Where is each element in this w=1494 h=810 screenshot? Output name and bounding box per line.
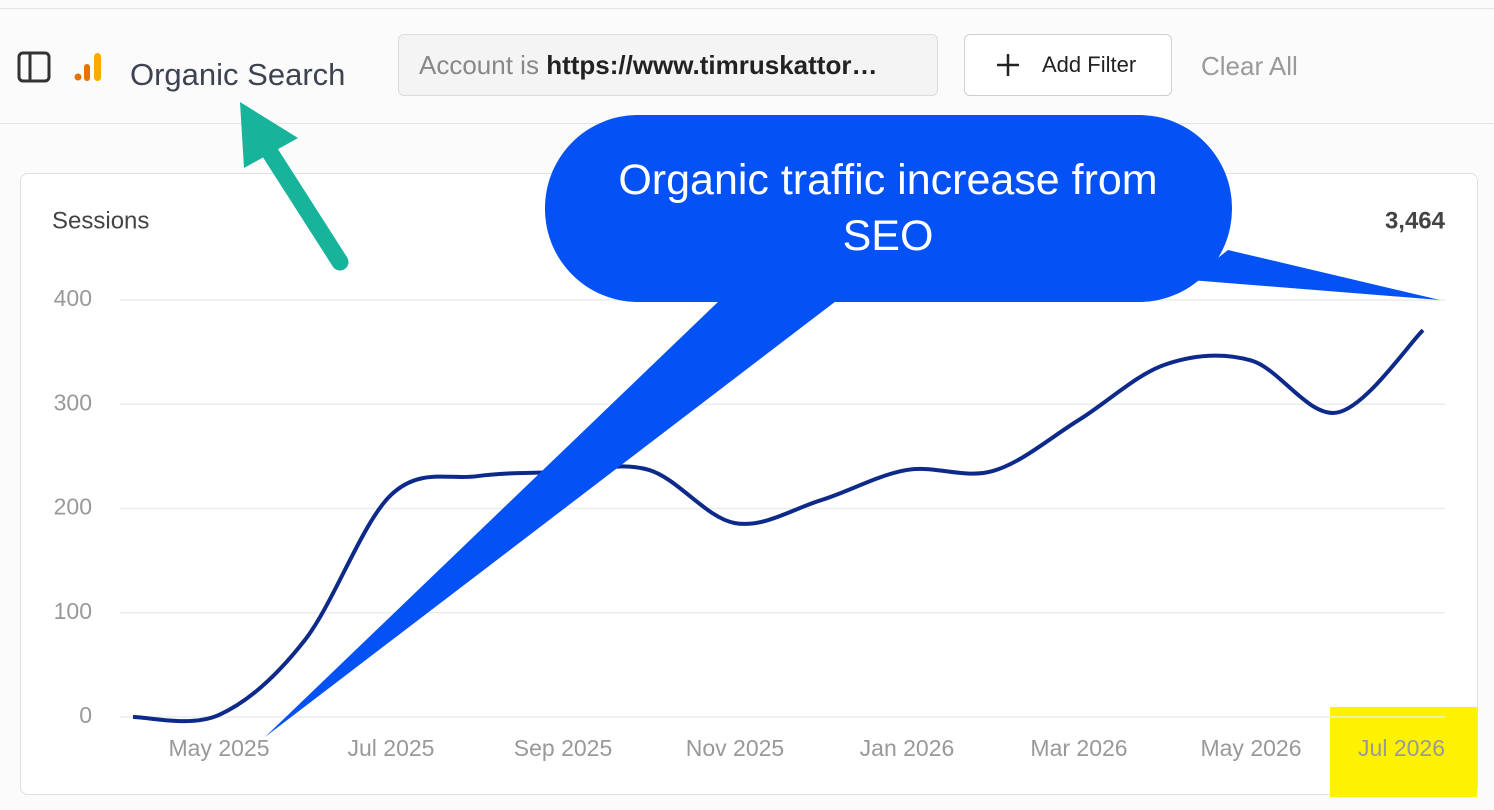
callout [265,115,1440,737]
filter-value: https://www.timruskattor… [546,50,878,80]
y-tick-label: 400 [54,285,92,311]
x-tick-label: Sep 2025 [514,735,612,761]
total-value: 3,464 [1385,207,1446,234]
x-tick-label: Jan 2026 [860,735,955,761]
x-tick-label: May 2026 [1200,735,1301,761]
y-tick-label: 0 [79,702,92,728]
x-tick-label: Nov 2025 [686,735,784,761]
add-filter-button[interactable]: Add Filter [964,34,1172,96]
x-tick-label: Mar 2026 [1030,735,1127,761]
toolbar: Organic Search Account is https://www.ti… [0,9,1494,124]
account-filter[interactable]: Account is https://www.timruskattor… [398,34,938,96]
chart-title: Sessions [52,207,149,234]
x-tick-label: Jul 2025 [348,735,435,761]
y-tick-label: 300 [54,389,92,415]
y-tick-label: 100 [54,598,92,624]
line [132,328,1425,724]
filter-label: Account is [419,50,539,80]
x-tick-label: Jul 2026 [1358,735,1445,761]
analytics-icon [74,53,101,81]
page-title: Organic Search [130,57,346,92]
highlight [1330,707,1477,797]
callout-bubble [545,115,1232,302]
callout-text: Organic traffic increase from SEO [618,156,1158,260]
arrow [240,102,349,271]
sidebar-toggle[interactable] [16,50,56,90]
x-tick-label: May 2025 [168,735,269,761]
add-filter-label: Add Filter [1042,52,1137,77]
clear-all-button[interactable]: Clear All [1201,51,1298,81]
y-tick-label: 200 [54,494,92,520]
plus-icon [997,54,1019,76]
callout-tail [1190,250,1440,300]
divider [0,8,1494,9]
callout-tail [265,298,840,737]
